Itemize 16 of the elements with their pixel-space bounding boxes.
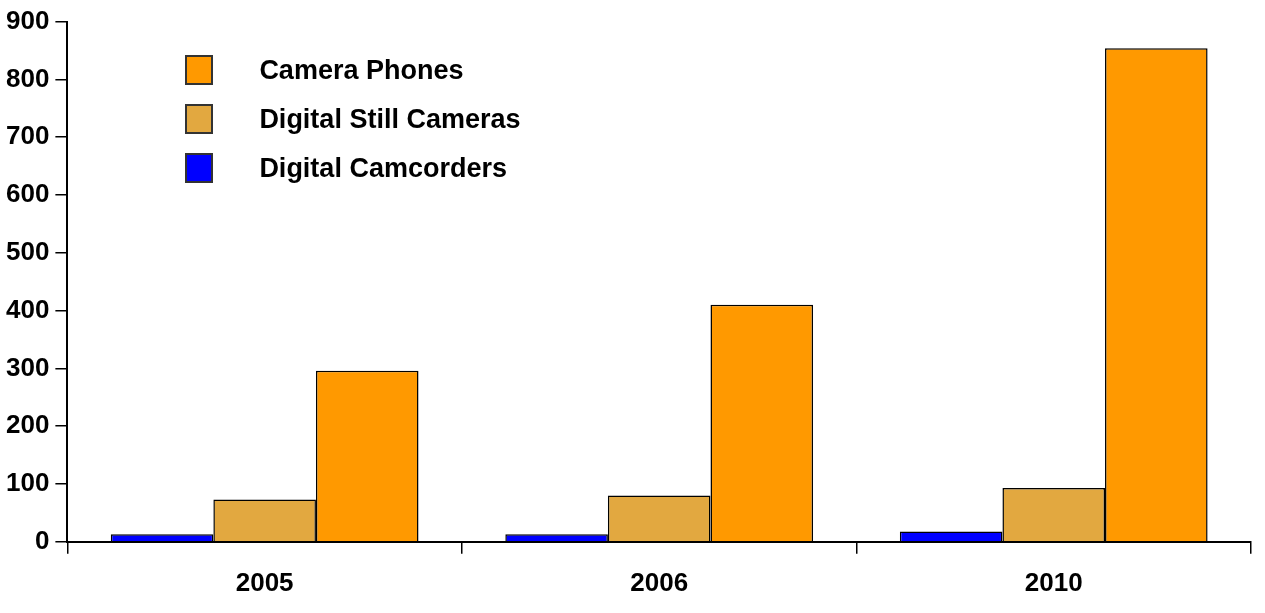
y-tick-label: 0 [34,524,50,555]
y-tick-label: 700 [5,120,50,151]
y-tick-label: 600 [5,178,50,209]
y-tick-label: 900 [5,4,50,35]
x-tick-label: 2005 [235,566,294,597]
x-tick-label: 2010 [1024,566,1083,597]
y-tick-label: 200 [5,409,50,440]
y-tick-label: 300 [5,351,50,382]
legend-label: Camera Phones [259,54,464,86]
y-tick-label: 100 [5,467,50,498]
x-tick-label: 2006 [630,566,689,597]
y-tick-label: 500 [5,235,50,266]
y-tick-label: 800 [5,62,50,93]
legend-label: Digital Camcorders [259,152,507,184]
y-tick-label: 400 [5,293,50,324]
legend-label: Digital Still Cameras [259,103,521,135]
